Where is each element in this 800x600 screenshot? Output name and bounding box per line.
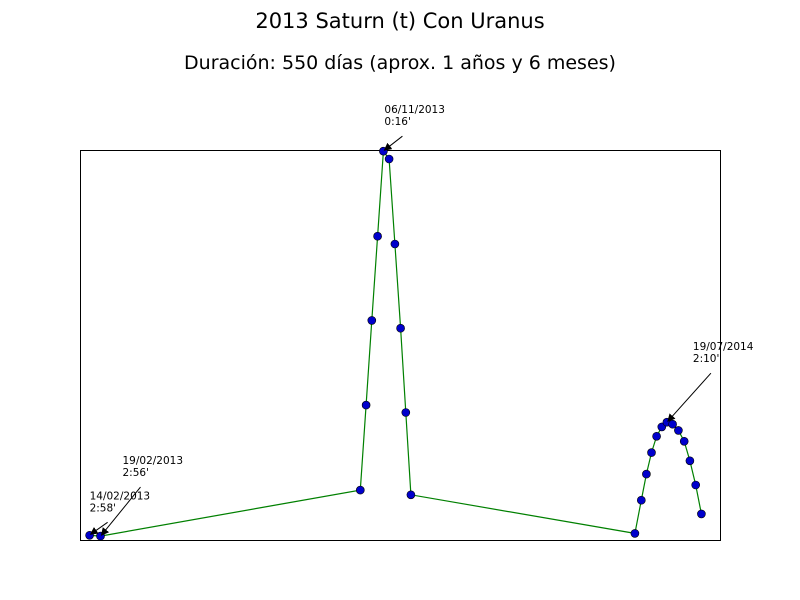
data-point bbox=[361, 400, 371, 410]
data-point bbox=[647, 448, 656, 457]
data-point bbox=[373, 231, 382, 241]
annotation-value: 2:56' bbox=[123, 467, 149, 479]
data-point bbox=[401, 408, 411, 417]
data-point bbox=[390, 239, 400, 249]
annotation-date: 06/11/2013 bbox=[384, 104, 445, 116]
annotation-value: 2:10' bbox=[693, 353, 719, 365]
annotation-arrow bbox=[383, 135, 403, 151]
data-point bbox=[636, 495, 646, 505]
series-line bbox=[89, 149, 702, 537]
data-point bbox=[668, 419, 677, 429]
data-point bbox=[652, 431, 661, 441]
data-point bbox=[685, 456, 695, 466]
annotation-arrow bbox=[89, 521, 108, 535]
data-point bbox=[384, 154, 394, 164]
annotation-date: 14/02/2013 bbox=[90, 490, 151, 502]
data-point bbox=[630, 529, 640, 538]
chart-title: 2013 Saturn (t) Con Uranus bbox=[255, 9, 544, 33]
annotation-date: 19/02/2013 bbox=[123, 455, 184, 467]
annotation-value: 0:16' bbox=[384, 116, 410, 128]
data-point bbox=[367, 316, 377, 325]
data-point bbox=[642, 469, 651, 479]
plot-frame bbox=[80, 150, 721, 541]
data-point bbox=[691, 480, 701, 490]
annotation-arrow bbox=[100, 486, 141, 536]
annotation-value: 2:58' bbox=[90, 502, 116, 514]
chart-subtitle: Duración: 550 días (aprox. 1 años y 6 me… bbox=[184, 52, 616, 74]
series-layer bbox=[85, 146, 706, 541]
data-point bbox=[396, 323, 405, 333]
data-point bbox=[406, 490, 416, 500]
data-point bbox=[355, 485, 365, 495]
data-point bbox=[679, 436, 689, 446]
data-point bbox=[674, 426, 683, 435]
data-point bbox=[697, 509, 706, 519]
annotation-date: 19/07/2014 bbox=[693, 341, 754, 353]
annotation-arrow bbox=[667, 372, 712, 422]
